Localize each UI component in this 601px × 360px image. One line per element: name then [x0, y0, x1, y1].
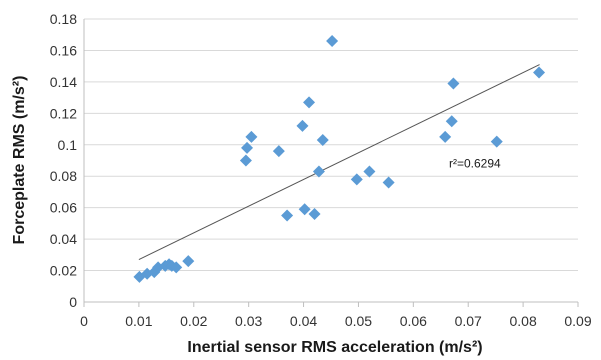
data-point — [533, 66, 546, 79]
y-tick-label: 0 — [69, 294, 77, 310]
x-tick-label: 0.08 — [509, 313, 536, 329]
data-point — [316, 134, 329, 147]
data-point — [281, 209, 294, 222]
data-point — [308, 207, 321, 220]
data-point — [382, 176, 395, 189]
x-tick-label: 0.09 — [564, 313, 591, 329]
y-axis-title: Forceplate RMS (m/s²) — [11, 76, 28, 245]
data-point — [350, 173, 363, 186]
y-tick-labels: 0 0.02 0.04 0.06 0.08 0.1 0.12 0.14 0.16 0.18 — [50, 11, 77, 310]
data-point — [445, 115, 458, 128]
data-point — [312, 165, 325, 178]
x-tick-label: 0.01 — [125, 313, 152, 329]
x-tick-label: 0.06 — [400, 313, 427, 329]
x-tick-label: 0.04 — [290, 313, 317, 329]
trendline-layer — [138, 64, 540, 260]
y-tick-label: 0.14 — [50, 74, 77, 90]
x-tick-label: 0.02 — [180, 313, 207, 329]
data-points — [133, 35, 546, 283]
y-tick-label: 0.08 — [50, 168, 77, 184]
axes — [83, 19, 579, 307]
x-tick-label: 0.03 — [235, 313, 262, 329]
data-point — [272, 145, 285, 158]
y-tick-label: 0.18 — [50, 11, 77, 27]
trendline — [138, 64, 540, 260]
data-point — [303, 96, 316, 109]
annotations: r²=0.6294 — [449, 156, 501, 170]
y-tick-label: 0.04 — [50, 231, 77, 247]
data-point — [170, 261, 183, 274]
y-tick-label: 0.1 — [58, 137, 78, 153]
data-point — [326, 35, 339, 48]
data-point — [447, 77, 460, 90]
gridlines — [84, 18, 578, 272]
data-point — [182, 255, 195, 268]
data-point — [298, 203, 311, 216]
y-tick-label: 0.06 — [50, 200, 77, 216]
x-axis-title: Inertial sensor RMS acceleration (m/s²) — [187, 339, 482, 356]
data-point — [363, 165, 376, 178]
data-point — [241, 141, 254, 154]
data-point — [239, 154, 252, 167]
x-tick-label: 0 — [80, 313, 88, 329]
data-point — [490, 135, 503, 148]
r-squared-annotation: r²=0.6294 — [449, 156, 501, 170]
y-tick-label: 0.12 — [50, 105, 77, 121]
data-point — [439, 130, 452, 143]
x-tick-labels: 0 0.01 0.02 0.03 0.04 0.05 0.06 0.07 0.08 0.09 — [80, 313, 592, 329]
data-point — [296, 119, 309, 132]
y-tick-label: 0.02 — [50, 263, 77, 279]
x-tick-label: 0.07 — [455, 313, 482, 329]
x-tick-label: 0.05 — [345, 313, 372, 329]
y-tick-label: 0.16 — [50, 42, 77, 58]
data-point — [245, 130, 258, 143]
